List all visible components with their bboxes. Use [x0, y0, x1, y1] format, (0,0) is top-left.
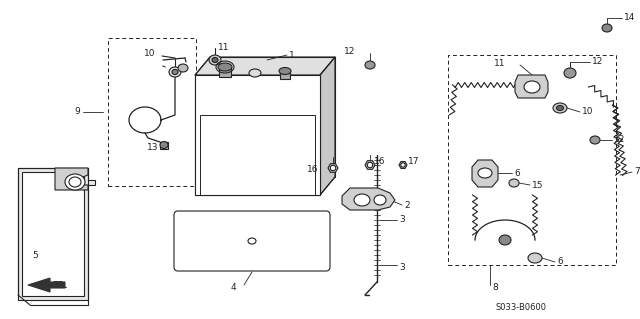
Polygon shape [515, 75, 548, 98]
Text: 7: 7 [634, 167, 640, 176]
Ellipse shape [509, 179, 519, 187]
Text: 14: 14 [624, 13, 636, 23]
Ellipse shape [279, 68, 291, 75]
Text: 16: 16 [307, 166, 318, 174]
Bar [448, 55, 616, 265]
Bar [200, 115, 315, 195]
Text: 12: 12 [344, 48, 355, 56]
Bar [195, 75, 320, 195]
Ellipse shape [367, 162, 372, 168]
Ellipse shape [69, 177, 81, 187]
Text: 6: 6 [514, 168, 520, 177]
Ellipse shape [374, 195, 386, 205]
Ellipse shape [524, 81, 540, 93]
Polygon shape [328, 164, 338, 172]
Ellipse shape [528, 253, 542, 263]
Text: 9: 9 [74, 108, 80, 116]
Text: S033-B0600: S033-B0600 [495, 303, 546, 313]
Ellipse shape [218, 63, 232, 71]
Polygon shape [195, 57, 335, 75]
Polygon shape [320, 57, 335, 195]
Text: 3: 3 [399, 216, 404, 225]
Ellipse shape [553, 103, 567, 113]
Ellipse shape [209, 55, 221, 65]
Ellipse shape [248, 238, 256, 244]
Ellipse shape [178, 64, 188, 72]
Ellipse shape [564, 68, 576, 78]
Text: 17: 17 [408, 158, 419, 167]
Text: 11: 11 [493, 58, 505, 68]
Text: 6: 6 [557, 257, 563, 266]
Text: 10: 10 [582, 108, 593, 116]
Ellipse shape [478, 168, 492, 178]
Bar [219, 67, 231, 77]
Text: 1: 1 [289, 50, 295, 60]
Ellipse shape [557, 106, 563, 110]
Text: FR.: FR. [52, 281, 67, 291]
Ellipse shape [354, 194, 370, 206]
Ellipse shape [249, 69, 261, 77]
Text: 4: 4 [230, 283, 236, 292]
Ellipse shape [590, 136, 600, 144]
Text: 8: 8 [492, 284, 498, 293]
Text: 11: 11 [218, 42, 230, 51]
Text: 16: 16 [374, 158, 385, 167]
Bar [160, 142, 168, 149]
Ellipse shape [169, 67, 181, 77]
Text: 10: 10 [143, 48, 155, 57]
Text: 13: 13 [147, 144, 158, 152]
Text: 3: 3 [399, 263, 404, 272]
Polygon shape [342, 188, 395, 210]
FancyBboxPatch shape [174, 211, 330, 271]
Ellipse shape [160, 142, 168, 149]
Text: 5: 5 [32, 250, 38, 259]
Ellipse shape [602, 24, 612, 32]
Text: 15: 15 [532, 181, 543, 189]
Ellipse shape [401, 163, 405, 167]
Bar [280, 71, 290, 79]
Bar [108, 38, 196, 186]
Polygon shape [18, 168, 95, 300]
Text: 12: 12 [592, 57, 604, 66]
Ellipse shape [330, 165, 336, 171]
Ellipse shape [365, 61, 375, 69]
Text: 12: 12 [614, 136, 625, 145]
Ellipse shape [172, 70, 178, 75]
Polygon shape [28, 278, 65, 292]
Polygon shape [399, 161, 407, 168]
Polygon shape [472, 160, 498, 187]
Bar [22, 172, 84, 296]
Text: 2: 2 [404, 201, 410, 210]
Ellipse shape [499, 235, 511, 245]
Ellipse shape [65, 174, 85, 190]
Polygon shape [365, 161, 375, 169]
Ellipse shape [212, 57, 218, 63]
Polygon shape [55, 168, 88, 190]
